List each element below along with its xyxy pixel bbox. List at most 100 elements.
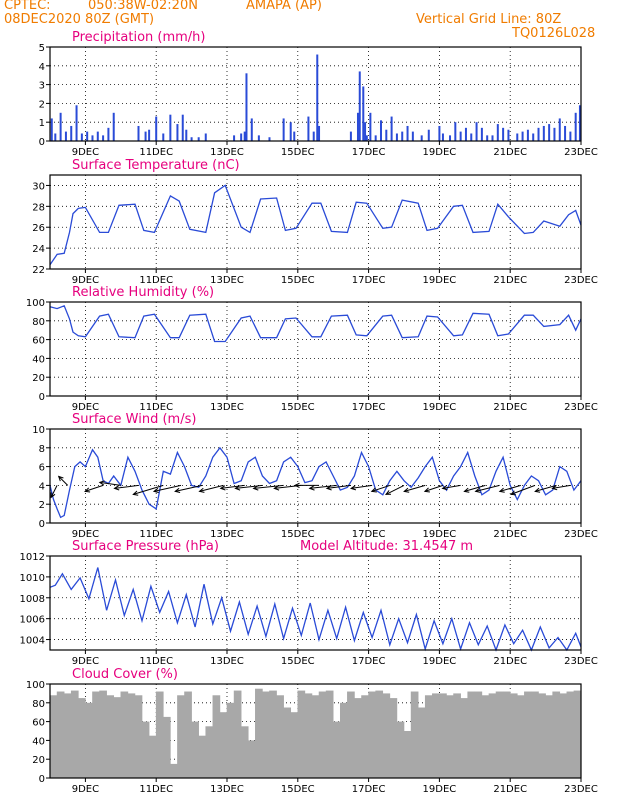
wind-vector-head xyxy=(463,487,470,493)
cloud-bar xyxy=(467,691,476,778)
cloud-bar xyxy=(446,695,454,778)
precipitation-bar xyxy=(144,131,147,141)
cloud-bar xyxy=(524,691,532,778)
cloud-bar xyxy=(78,698,86,778)
precipitation-bar xyxy=(282,118,285,141)
pressure-xtick-label: 23DEC xyxy=(564,656,598,667)
cloud-bar xyxy=(573,690,582,778)
precipitation-bar xyxy=(181,114,184,141)
cloud-bar xyxy=(538,693,546,778)
precipitation-bar xyxy=(548,124,551,141)
pressure-line xyxy=(49,567,582,652)
wind-vector-head xyxy=(384,490,392,495)
wind-xtick-label: 19DEC xyxy=(423,529,457,540)
cloud-bar xyxy=(233,690,242,778)
precipitation-xtick-label: 13DEC xyxy=(210,147,244,158)
precipitation-bar xyxy=(59,112,62,141)
pressure-annotation: Model Altitude: 31.4547 m xyxy=(300,539,473,554)
cloud-bar xyxy=(403,731,412,778)
precipitation-bar xyxy=(507,129,510,141)
cloud-bar xyxy=(318,691,327,778)
precipitation-bar xyxy=(438,125,441,141)
cloud-bar xyxy=(410,691,419,778)
wind-title: Surface Wind (m/s) xyxy=(72,412,196,427)
humidity-ytick-label: 60 xyxy=(32,336,45,347)
wind-vector-head xyxy=(403,487,410,493)
wind-ytick-label: 0 xyxy=(39,519,45,530)
cloud-xtick-label: 15DEC xyxy=(281,784,315,795)
wind-xtick-label: 9DEC xyxy=(72,529,99,540)
header-grid-note: Vertical Grid Line: 80Z xyxy=(416,12,562,27)
wind-vector xyxy=(199,484,224,492)
precipitation-bar xyxy=(268,137,271,141)
cloud-bar xyxy=(106,695,115,778)
cloud-bar xyxy=(325,690,334,778)
wind-line xyxy=(49,446,582,519)
precipitation-bar xyxy=(358,71,361,141)
precipitation-bar xyxy=(162,133,165,141)
wind-vector xyxy=(535,484,557,492)
precipitation-xtick-label: 17DEC xyxy=(352,147,386,158)
cloud-xtick-label: 19DEC xyxy=(423,784,457,795)
cloud-bar xyxy=(481,695,490,778)
humidity-ytick-label: 0 xyxy=(39,392,45,403)
precipitation-frame xyxy=(49,46,582,142)
wind-vector xyxy=(351,484,373,489)
cloud-bar xyxy=(191,721,199,778)
cloud-ytick-label: 20 xyxy=(32,755,45,766)
precipitation-bar xyxy=(243,131,246,141)
precipitation-bar xyxy=(197,137,200,141)
wind-vector xyxy=(404,484,426,492)
cloud-bar xyxy=(375,690,384,778)
cloud-bar xyxy=(453,693,461,778)
precipitation-bar xyxy=(369,112,372,141)
humidity-xtick-label: 19DEC xyxy=(423,402,457,413)
humidity-xtick-label: 11DEC xyxy=(139,402,173,413)
cloud-bar xyxy=(120,691,129,778)
precipitation-ytick-label: 5 xyxy=(39,43,45,54)
cloud-frame xyxy=(49,683,582,779)
precipitation-bar xyxy=(406,125,409,141)
cloud-bar xyxy=(283,707,292,778)
cloud-bar xyxy=(155,691,164,778)
wind-vector-head xyxy=(293,482,300,489)
temperature-xtick-label: 13DEC xyxy=(210,275,244,286)
humidity-xtick-label: 9DEC xyxy=(72,402,99,413)
wind-ytick-label: 10 xyxy=(32,425,45,436)
cloud-xtick-label: 23DEC xyxy=(564,784,598,795)
wind-vector-head xyxy=(234,485,241,491)
cloud-bar xyxy=(226,702,235,778)
precipitation-bar xyxy=(449,135,452,141)
pressure-title: Surface Pressure (hPa) xyxy=(72,539,219,554)
cloud-bar xyxy=(269,690,277,778)
cloud-bar xyxy=(177,695,185,778)
precipitation-bar xyxy=(578,105,581,141)
wind-vector-head xyxy=(84,487,91,493)
precipitation-ytick-label: 2 xyxy=(39,99,45,110)
cloud-bar xyxy=(545,695,553,778)
wind-ytick-label: 4 xyxy=(39,481,45,492)
cloud-bar xyxy=(247,740,256,778)
precipitation-ytick-label: 4 xyxy=(39,62,45,73)
pressure-ytick-label: 1012 xyxy=(20,552,45,563)
cloud-xtick-label: 9DEC xyxy=(72,784,99,795)
wind-xtick-label: 23DEC xyxy=(564,529,598,540)
wind-vector-head xyxy=(252,485,259,491)
cloud-bar xyxy=(474,691,483,778)
wind-vector xyxy=(464,484,486,492)
temperature-ytick-label: 28 xyxy=(32,202,45,213)
precipitation-ytick-label: 1 xyxy=(39,118,45,129)
humidity-ytick-label: 80 xyxy=(32,317,45,328)
cloud-xtick-label: 11DEC xyxy=(139,784,173,795)
pressure-ytick-label: 1004 xyxy=(20,636,45,647)
cloud-bar xyxy=(198,735,207,778)
wind-frame xyxy=(49,428,582,524)
precipitation-bar xyxy=(155,116,158,141)
humidity-xtick-label: 21DEC xyxy=(493,402,527,413)
cloud-bar xyxy=(240,726,249,778)
precipitation-bar xyxy=(293,131,296,141)
humidity-ytick-label: 20 xyxy=(32,373,45,384)
cloud-bar xyxy=(56,691,65,778)
precipitation-bar xyxy=(574,112,577,141)
precipitation-bar xyxy=(137,125,140,141)
